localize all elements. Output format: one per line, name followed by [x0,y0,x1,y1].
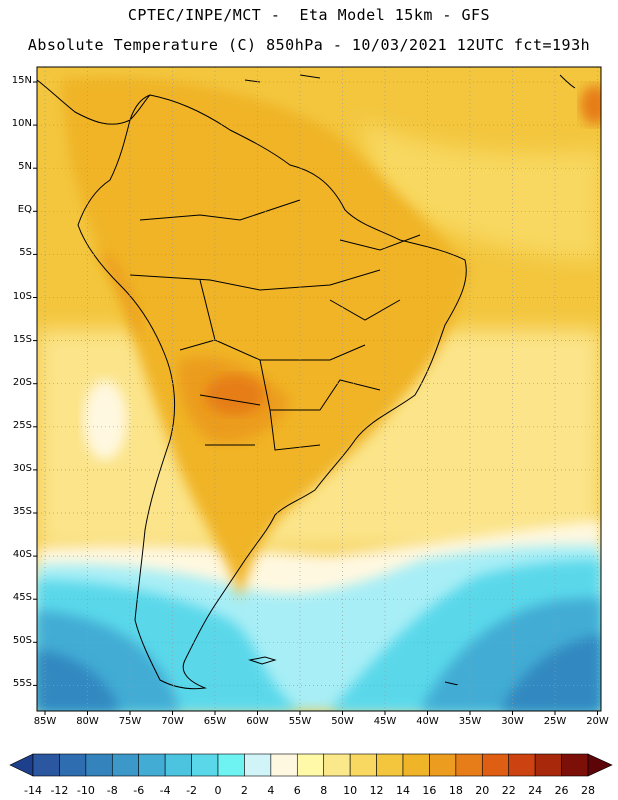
colorbar-label: 26 [554,784,569,797]
colorbar-label: 20 [475,784,490,797]
lon-label: 60W [246,716,269,727]
colorbar-swatch [138,753,166,777]
colorbar-swatch [508,753,536,777]
lat-lon-grid [33,67,601,715]
title-line-2: Absolute Temperature (C) 850hPa - 10/03/… [27,36,591,54]
colorbar-swatch [561,753,589,777]
colorbar-swatch [349,753,377,777]
lat-label: 30S [12,462,32,474]
colorbar-label: -14 [24,784,42,797]
colorbar-label: -6 [133,784,145,797]
field-ne-dark [580,85,601,125]
colorbar-swatch [111,753,140,777]
south-america-coastline [77,94,467,690]
lon-label: 55W [288,716,312,727]
colorbar-label: -4 [159,784,171,797]
colorbar-label: 0 [214,784,222,797]
lat-label: 10N [11,118,32,130]
colorbar-label: 4 [267,784,275,797]
colorbar-swatch [323,753,351,777]
lon-label: 65W [203,716,227,727]
field-land-orange [60,77,470,600]
temperature-field [37,67,601,711]
map-frame [36,66,602,712]
lat-label: 5N [18,161,32,173]
lon-label: 45W [373,716,397,727]
lat-label: 35S [12,506,32,517]
colorbar-label: 24 [528,784,543,797]
colorbar-label: 22 [501,784,516,797]
colorbar-swatch [534,753,562,777]
field-pale-patch [83,380,127,460]
south-georgia [444,681,459,686]
lon-label: 40W [416,716,439,727]
lon-label: 25W [543,716,567,727]
colorbar-swatch [217,753,245,777]
lon-label: 70W [161,716,184,727]
lon-label: 50W [331,716,354,727]
colorbar-label: 16 [422,784,437,797]
field-deep-blue [37,635,601,711]
lon-label: 20W [586,716,609,727]
colorbar [9,753,613,777]
colorbar-label: 10 [343,784,358,797]
colorbar-swatch [455,753,483,777]
colorbar-swatch [270,753,298,777]
field-land-red-core [205,375,265,415]
lat-label: 15N [11,75,32,86]
colorbar-swatch [244,753,272,777]
colorbar-swatch [296,753,325,777]
colorbar-label: 14 [396,784,410,797]
title-line-1: CPTEC/INPE/MCT - Eta Model 15km - GFS [127,6,491,24]
colorbar-label: 6 [293,784,301,797]
colorbar-label: 8 [320,784,328,797]
colorbar-swatch [32,753,60,777]
internal-borders [129,199,421,451]
colorbar-label: -2 [186,784,198,797]
colorbar-label: 18 [448,784,463,797]
lat-label: EQ [17,204,32,216]
colorbar-swatch [402,753,430,777]
colorbar-swatch [376,753,404,777]
lat-label: 50S [12,635,32,647]
lon-label: 75W [118,716,142,727]
field-north-yellow [360,120,601,260]
colorbar-label: -10 [76,784,95,797]
colorbar-label: 2 [240,784,248,797]
lon-label: 35W [458,716,482,727]
lat-label: 40S [12,549,32,561]
lat-label: 10S [12,290,32,302]
lon-label: 80W [76,716,99,727]
lat-label: 20S [12,376,32,388]
lat-label: 5S [19,247,32,259]
colorbar-label: -12 [50,784,69,797]
colorbar-min-arrow [9,753,34,777]
colorbar-swatch [85,753,113,777]
field-andes-orange [95,250,141,340]
lat-label: 15S [12,333,32,345]
colorbar-swatch [429,753,457,777]
colorbar-label: 28 [581,784,595,797]
lat-label: 45S [12,592,32,604]
colorbar-label: -8 [106,784,118,797]
colorbar-max-arrow [587,753,613,777]
colorbar-swatch [481,753,510,777]
field-mid-blue [37,598,601,711]
central-america-coastline [37,79,151,125]
falkland-islands [248,656,277,665]
colorbar-swatch [59,753,87,777]
lon-label: 85W [33,716,57,727]
colorbar-label: 12 [369,784,384,797]
lat-label: 55S [12,678,32,690]
lat-label: 25S [12,419,32,431]
colorbar-swatch [164,753,192,777]
colorbar-swatch [191,753,219,777]
lon-label: 30W [501,716,524,727]
